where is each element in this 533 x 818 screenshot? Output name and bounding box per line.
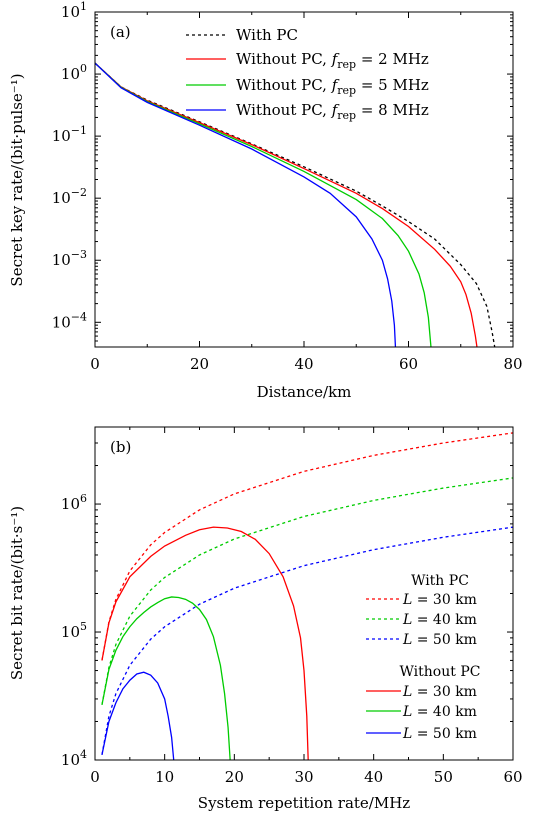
b-x-tick-label: 20	[225, 768, 244, 786]
panel-b-x-axis-label: System repetition rate/MHz	[198, 794, 410, 812]
a-series-line-1	[95, 62, 478, 347]
a-legend-label-0: With PC	[236, 26, 298, 44]
a-x-tick-label: 80	[503, 355, 522, 373]
b-legend-label-0-2: L = 50 km	[402, 632, 477, 648]
panel-b-series-group	[101, 432, 513, 760]
panel-a: 0 20 40 60 80 10−4 10−3 10−2 10−1 100 101 (a) Dist…	[8, 0, 523, 401]
panel-a-tag: (a)	[110, 23, 131, 41]
a-series-line-3	[95, 62, 397, 347]
a-legend-label-3: Without PC, frep = 8 MHz	[236, 101, 429, 122]
a-y-tick-label: 10−1	[52, 124, 87, 145]
b-legend-group-title-1: Without PC	[400, 664, 481, 680]
panel-b: 0 10 20 30 40 50 60 104 105 106 (b) System repeti…	[8, 426, 523, 812]
b-legend-group-title-0: With PC	[411, 573, 469, 589]
a-series-line-0	[95, 62, 496, 347]
b-series-line-4	[101, 596, 231, 760]
a-x-tick-label: 40	[294, 355, 313, 373]
a-legend-label-2: Without PC, frep = 5 MHz	[236, 76, 429, 97]
b-y-tick-label: 106	[61, 492, 87, 513]
a-y-tick-label: 10−3	[52, 248, 87, 269]
a-x-tick-label: 60	[399, 355, 418, 373]
a-legend-label-1: Without PC, frep = 2 MHz	[236, 50, 429, 71]
b-series-line-3	[101, 526, 309, 760]
a-x-tick-label: 20	[190, 355, 209, 373]
a-y-tick-label: 10−2	[52, 186, 87, 207]
a-y-tick-label: 101	[61, 0, 87, 21]
b-x-tick-label: 30	[294, 768, 313, 786]
panel-b-tag: (b)	[110, 438, 131, 456]
b-x-tick-label: 0	[90, 768, 100, 786]
b-legend-label-0-0: L = 30 km	[402, 592, 477, 608]
b-y-tick-label: 104	[61, 748, 87, 769]
b-legend-label-1-1: L = 40 km	[402, 704, 477, 720]
panel-b-legend: With PC L = 30 km L = 40 km L = 50 km Withou…	[366, 573, 480, 742]
panel-b-ticks: 0 10 20 30 40 50 60 104 105 106	[61, 426, 523, 786]
b-series-line-5	[101, 671, 175, 760]
panel-b-y-axis-label: Secret bit rate/(bit·s⁻¹)	[8, 506, 26, 680]
b-legend-label-1-2: L = 50 km	[402, 726, 477, 742]
b-x-tick-label: 60	[503, 768, 522, 786]
b-x-tick-label: 40	[364, 768, 383, 786]
b-x-tick-label: 50	[434, 768, 453, 786]
a-y-tick-label: 100	[61, 62, 87, 83]
b-legend-label-0-1: L = 40 km	[402, 612, 477, 628]
panel-a-x-axis-label: Distance/km	[257, 383, 352, 401]
b-y-tick-label: 105	[61, 620, 87, 641]
panel-a-series-group	[95, 62, 496, 347]
b-legend-label-1-0: L = 30 km	[402, 684, 477, 700]
a-x-tick-label: 0	[90, 355, 100, 373]
panel-a-y-axis-label: Secret key rate/(bit·pulse⁻¹)	[8, 73, 26, 286]
b-x-tick-label: 10	[155, 768, 174, 786]
panel-a-ticks: 0 20 40 60 80 10−4 10−3 10−2 10−1 100 101	[52, 0, 523, 373]
a-y-tick-label: 10−4	[52, 310, 87, 331]
panel-a-legend: With PC Without PC, frep = 2 MHz Without P…	[186, 26, 429, 122]
a-series-line-2	[95, 62, 432, 347]
